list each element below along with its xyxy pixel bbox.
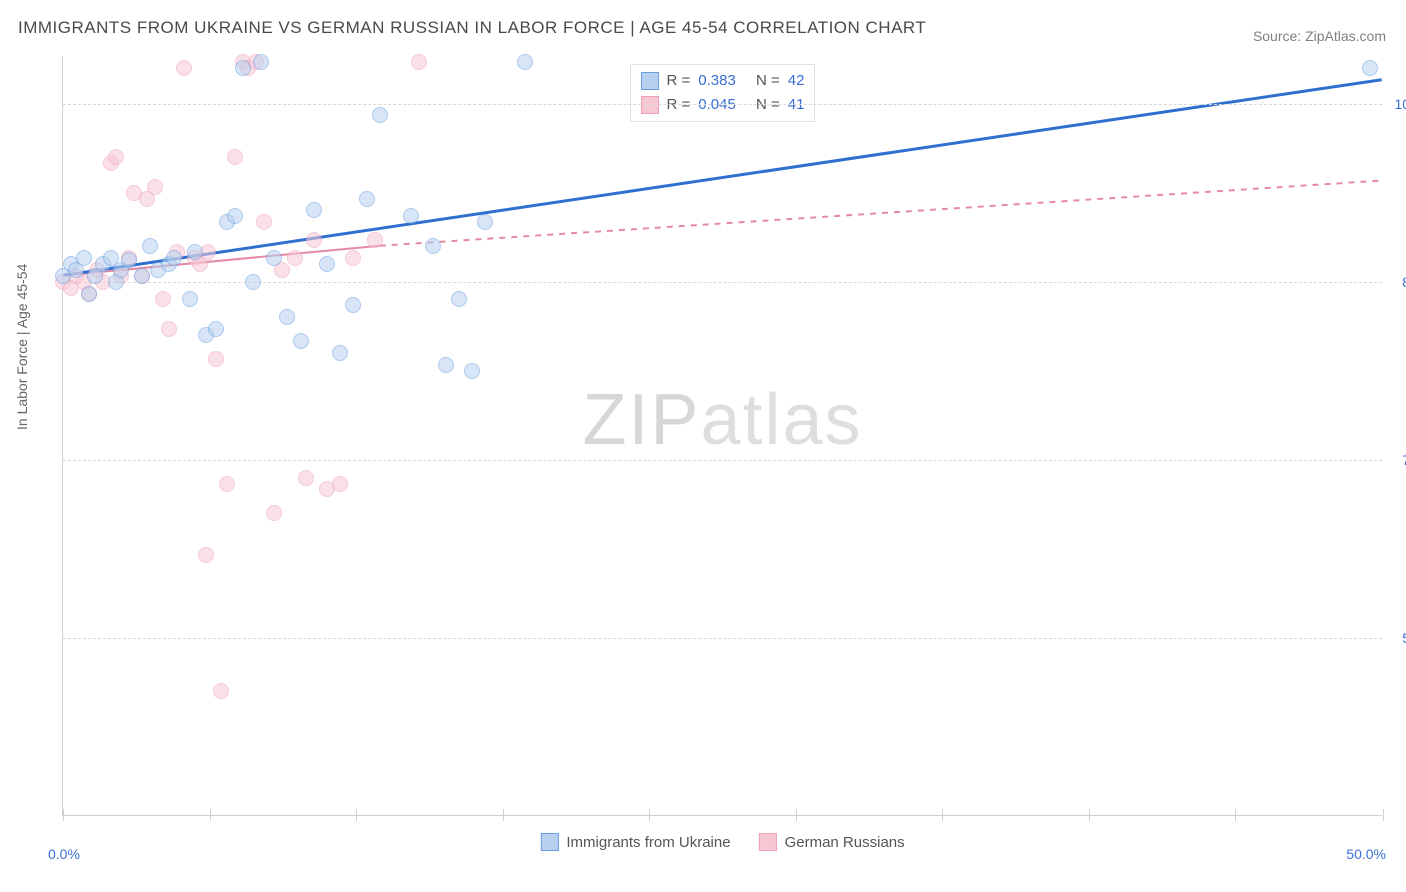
data-point	[187, 244, 203, 260]
data-point	[147, 179, 163, 195]
data-point	[266, 505, 282, 521]
gridline-h	[63, 104, 1382, 105]
chart-plot-area: ZIPatlas R = 0.383 N = 42 R = 0.045 N = …	[62, 56, 1382, 816]
N-value-1: 41	[788, 93, 805, 117]
data-point	[266, 250, 282, 266]
data-point	[517, 54, 533, 70]
data-point	[332, 476, 348, 492]
x-tick	[63, 809, 64, 821]
data-point	[332, 345, 348, 361]
data-point	[403, 208, 419, 224]
N-label: N =	[756, 69, 780, 93]
data-point	[108, 149, 124, 165]
data-point	[227, 208, 243, 224]
data-point	[306, 232, 322, 248]
data-point	[345, 297, 361, 313]
data-point	[219, 476, 235, 492]
data-point	[227, 149, 243, 165]
correlation-row-0: R = 0.383 N = 42	[641, 69, 805, 93]
data-point	[81, 286, 97, 302]
watermark-bold: ZIP	[582, 380, 700, 460]
chart-title: IMMIGRANTS FROM UKRAINE VS GERMAN RUSSIA…	[18, 18, 926, 38]
data-point	[161, 321, 177, 337]
data-point	[155, 291, 171, 307]
data-point	[367, 232, 383, 248]
R-label: R =	[667, 93, 691, 117]
gridline-h	[63, 460, 1382, 461]
data-point	[425, 238, 441, 254]
data-point	[176, 60, 192, 76]
watermark: ZIPatlas	[582, 379, 862, 461]
data-point	[1362, 60, 1378, 76]
data-point	[245, 274, 261, 290]
x-tick	[942, 809, 943, 821]
watermark-thin: atlas	[700, 380, 862, 460]
data-point	[198, 547, 214, 563]
y-tick-label: 100.0%	[1387, 96, 1406, 112]
swatch-series-0	[641, 72, 659, 90]
data-point	[298, 470, 314, 486]
data-point	[372, 107, 388, 123]
x-tick	[1383, 809, 1384, 821]
data-point	[208, 351, 224, 367]
data-point	[287, 250, 303, 266]
x-tick	[210, 809, 211, 821]
series-legend: Immigrants from Ukraine German Russians	[540, 833, 904, 851]
data-point	[235, 60, 251, 76]
data-point	[477, 214, 493, 230]
legend-label-1: German Russians	[785, 834, 905, 851]
data-point	[411, 54, 427, 70]
R-label: R =	[667, 69, 691, 93]
x-tick-label-right: 50.0%	[1346, 846, 1386, 862]
x-tick	[1089, 809, 1090, 821]
legend-item-1: German Russians	[759, 833, 905, 851]
legend-label-0: Immigrants from Ukraine	[566, 834, 730, 851]
data-point	[208, 321, 224, 337]
data-point	[306, 202, 322, 218]
data-point	[359, 191, 375, 207]
data-point	[319, 256, 335, 272]
correlation-row-1: R = 0.045 N = 41	[641, 93, 805, 117]
data-point	[134, 268, 150, 284]
data-point	[293, 333, 309, 349]
data-point	[121, 252, 137, 268]
swatch-series-1	[641, 96, 659, 114]
data-point	[256, 214, 272, 230]
data-point	[279, 309, 295, 325]
trendlines-layer	[63, 56, 1382, 815]
legend-item-0: Immigrants from Ukraine	[540, 833, 730, 851]
x-tick	[796, 809, 797, 821]
y-axis-label: In Labor Force | Age 45-54	[14, 264, 30, 430]
x-tick-label-left: 0.0%	[48, 846, 80, 862]
y-tick-label: 70.0%	[1387, 452, 1406, 468]
gridline-h	[63, 638, 1382, 639]
data-point	[182, 291, 198, 307]
correlation-legend: R = 0.383 N = 42 R = 0.045 N = 41	[630, 64, 816, 122]
source-label: Source: ZipAtlas.com	[1253, 28, 1386, 44]
N-label: N =	[756, 93, 780, 117]
data-point	[76, 250, 92, 266]
data-point	[464, 363, 480, 379]
y-tick-label: 85.0%	[1387, 274, 1406, 290]
data-point	[142, 238, 158, 254]
R-value-1: 0.045	[698, 93, 736, 117]
x-tick	[1235, 809, 1236, 821]
data-point	[345, 250, 361, 266]
x-tick	[503, 809, 504, 821]
data-point	[438, 357, 454, 373]
R-value-0: 0.383	[698, 69, 736, 93]
data-point	[253, 54, 269, 70]
data-point	[166, 250, 182, 266]
x-tick	[649, 809, 650, 821]
swatch-series-0	[540, 833, 558, 851]
x-tick	[356, 809, 357, 821]
N-value-0: 42	[788, 69, 805, 93]
y-tick-label: 55.0%	[1387, 630, 1406, 646]
data-point	[451, 291, 467, 307]
data-point	[213, 683, 229, 699]
swatch-series-1	[759, 833, 777, 851]
